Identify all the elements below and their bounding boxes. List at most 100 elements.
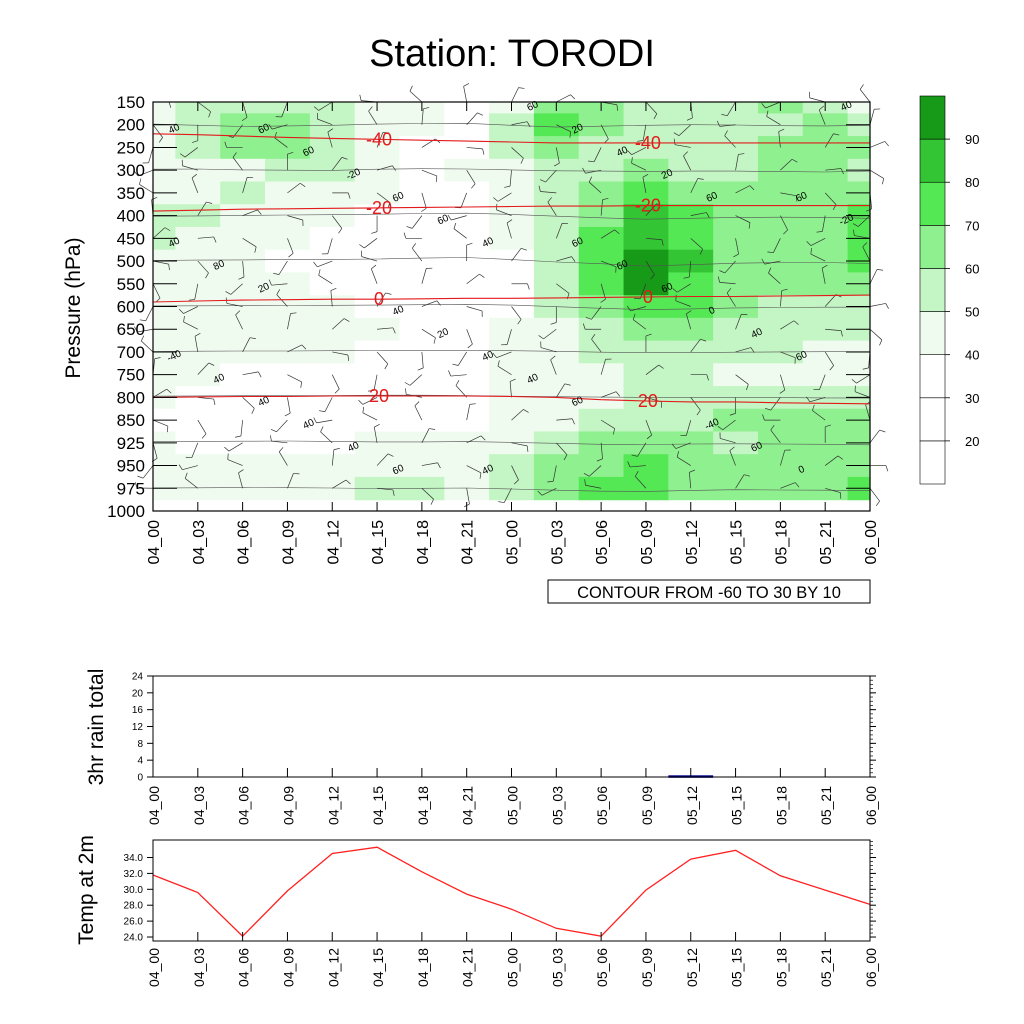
rh-cell [578, 386, 625, 410]
wind-barb [139, 178, 154, 194]
pressure-tick-label: 200 [117, 116, 145, 135]
isotherm-label: 0 [374, 289, 384, 309]
wind-barb [735, 185, 755, 194]
rh-cell [533, 454, 580, 478]
temp-panel-frame [152, 839, 871, 942]
wind-barb [373, 423, 380, 443]
wind-barb [645, 364, 664, 375]
wind-barb [600, 419, 616, 435]
rain-panel-frame [152, 675, 871, 778]
rh-cell [533, 340, 580, 364]
wind-barb [809, 91, 826, 103]
wind-barb [583, 465, 602, 477]
wind-barb [812, 404, 826, 421]
pressure-tick-label: 250 [117, 138, 145, 157]
colorbar-label: 70 [965, 218, 979, 233]
contour-label: 40 [257, 394, 272, 409]
wind-barb [690, 397, 701, 416]
time-tick-label: 05_21 [818, 520, 835, 565]
rh-cell [489, 476, 535, 501]
wind-barb [232, 152, 243, 171]
rh-contour-line [152, 303, 870, 310]
wind-barb [506, 219, 513, 239]
rain-tick-label: 8 [137, 739, 143, 750]
rh-cell [578, 317, 625, 342]
wind-barb [770, 424, 781, 444]
wind-barb [642, 173, 649, 193]
wind-barb [421, 267, 433, 284]
wind-barb [869, 108, 881, 125]
rh-cell [489, 204, 535, 228]
rh-cell [175, 295, 221, 319]
rh-cell [444, 386, 490, 410]
wind-barb [584, 479, 602, 489]
wind-barb [511, 306, 522, 325]
wind-barb [493, 192, 512, 202]
wind-barb [242, 397, 255, 414]
colorbar-label: 90 [965, 132, 979, 147]
time-tick-label: 05_18 [773, 948, 789, 987]
rh-cell [265, 431, 311, 455]
wind-barb [466, 465, 482, 479]
wind-barb [719, 432, 736, 444]
rh-cell [623, 136, 669, 160]
isotherm-label: -40 [366, 129, 392, 149]
rh-cell [444, 408, 490, 433]
rh-cell [489, 340, 535, 364]
wind-barb [197, 397, 216, 406]
contour-label: 20 [570, 122, 585, 137]
colorbar-segment [919, 95, 946, 140]
wind-barb [313, 417, 333, 424]
wind-barb [376, 351, 389, 370]
colorbar-segment [919, 397, 946, 442]
contour-label: 40 [839, 99, 854, 114]
wind-barb [185, 442, 199, 459]
rh-cell [309, 136, 356, 160]
wind-barb [466, 147, 485, 155]
contour-label: 60 [257, 122, 272, 137]
wind-barb [767, 238, 781, 254]
time-tick-label: 04_15 [370, 948, 386, 987]
rh-cell [175, 431, 221, 455]
time-tick-label: 05_15 [729, 520, 746, 565]
wind-barb [197, 236, 217, 243]
rh-cell [309, 226, 356, 251]
wind-barb [421, 428, 436, 443]
rh-cell [489, 363, 535, 387]
wind-barb [690, 374, 709, 381]
rh-cell [175, 363, 221, 387]
rh-cell [847, 102, 871, 114]
contour-label: 60 [570, 235, 585, 250]
rh-cell [623, 204, 669, 228]
isotherm-label: -40 [635, 133, 661, 153]
time-tick-label: 04_12 [325, 786, 341, 825]
time-tick-label: 04_00 [146, 520, 163, 565]
wind-barb [238, 469, 244, 489]
colorbar-label: 60 [965, 261, 979, 276]
rh-cell [623, 476, 669, 501]
wind-barb [588, 176, 602, 194]
rh-cell [354, 363, 401, 387]
wind-barb [631, 442, 647, 457]
wind-barb [556, 256, 576, 262]
rh-cell [489, 226, 535, 251]
rain-tick-label: 24 [132, 672, 144, 683]
wind-barb [813, 374, 826, 390]
time-tick-label: 04_12 [325, 948, 341, 987]
wind-barb [368, 106, 378, 125]
wind-barb [627, 461, 646, 468]
rain-tick-label: 0 [137, 773, 143, 784]
time-tick-label: 05_12 [684, 948, 700, 987]
rh-cell [668, 454, 714, 478]
time-tick-label: 05_15 [729, 786, 745, 825]
time-tick-label: 05_09 [639, 520, 656, 565]
wind-barb [466, 306, 483, 317]
temp-tick-label: 34.0 [124, 853, 144, 864]
wind-barb [313, 260, 333, 268]
page-title: Station: TORODI [369, 33, 655, 75]
rh-cell [399, 136, 445, 160]
wind-barb [735, 474, 750, 489]
rh-cell [668, 431, 714, 455]
time-tick-label: 04_06 [236, 948, 252, 987]
time-tick-label: 05_09 [639, 948, 655, 987]
